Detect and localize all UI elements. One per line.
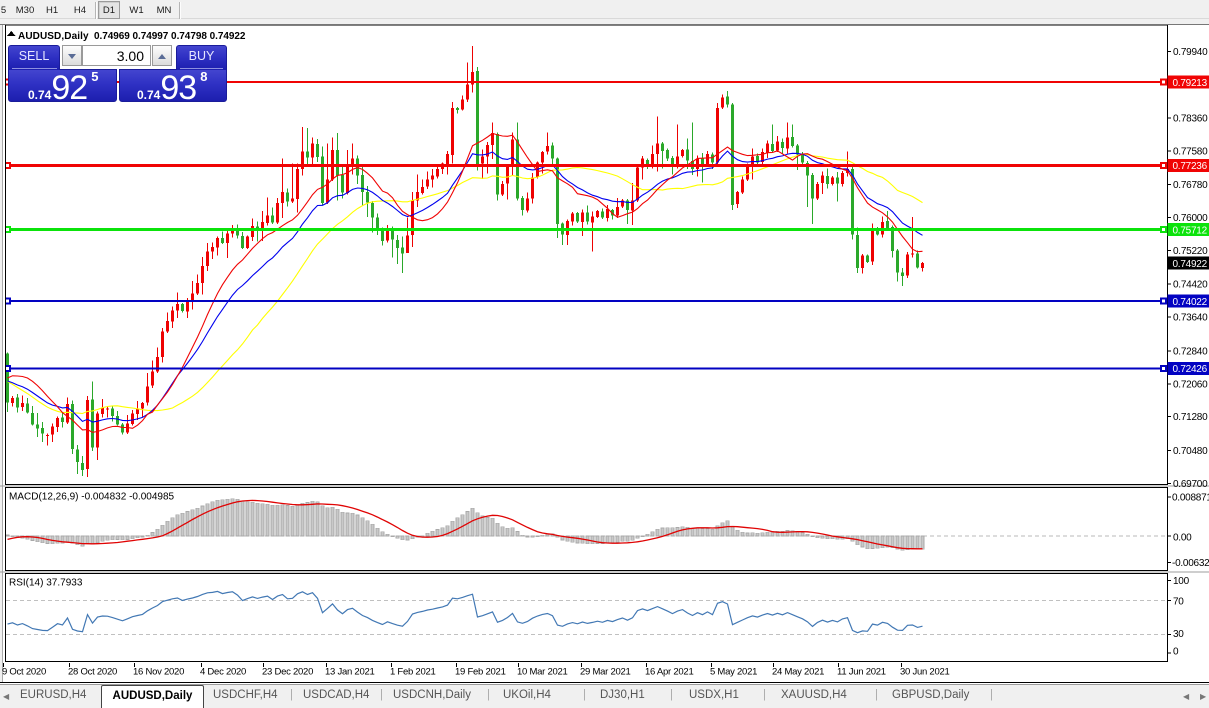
svg-text:23 Dec 2020: 23 Dec 2020: [262, 667, 313, 678]
svg-text:0.008871: 0.008871: [1172, 493, 1209, 504]
svg-text:0.74420: 0.74420: [1173, 280, 1208, 291]
svg-text:13 Jan 2021: 13 Jan 2021: [325, 667, 375, 678]
svg-text:24 May 2021: 24 May 2021: [772, 667, 824, 678]
svg-text:0.79213: 0.79213: [1173, 78, 1208, 89]
svg-text:0.74022: 0.74022: [1173, 297, 1208, 308]
svg-text:0.76000: 0.76000: [1173, 213, 1208, 224]
svg-text:0.75220: 0.75220: [1173, 246, 1208, 257]
svg-text:16 Apr 2021: 16 Apr 2021: [645, 667, 694, 678]
svg-text:70: 70: [1173, 597, 1184, 608]
svg-text:9 Oct 2020: 9 Oct 2020: [2, 667, 46, 678]
svg-text:0.72060: 0.72060: [1173, 379, 1208, 390]
svg-text:5 May 2021: 5 May 2021: [710, 667, 757, 678]
svg-text:0.74922: 0.74922: [1173, 259, 1208, 270]
svg-text:28 Oct 2020: 28 Oct 2020: [68, 667, 117, 678]
svg-text:1 Feb 2021: 1 Feb 2021: [390, 667, 436, 678]
svg-text:0: 0: [1173, 646, 1179, 657]
svg-text:-0.00632: -0.00632: [1172, 558, 1209, 569]
svg-text:MACD(12,26,9) -0.004832 -0.004: MACD(12,26,9) -0.004832 -0.004985: [9, 492, 175, 503]
svg-text:0.77580: 0.77580: [1173, 146, 1208, 157]
svg-text:0.71280: 0.71280: [1173, 412, 1208, 423]
svg-text:11 Jun 2021: 11 Jun 2021: [837, 667, 886, 678]
svg-text:AUDUSD,Daily: AUDUSD,Daily: [18, 31, 89, 42]
svg-text:29 Mar 2021: 29 Mar 2021: [580, 667, 631, 678]
svg-text:0.76780: 0.76780: [1173, 180, 1208, 191]
svg-text:100: 100: [1173, 576, 1190, 587]
svg-text:RSI(14) 37.7933: RSI(14) 37.7933: [9, 578, 83, 589]
svg-text:0.79940: 0.79940: [1173, 47, 1208, 58]
svg-text:0.75712: 0.75712: [1173, 226, 1208, 237]
svg-text:0.70480: 0.70480: [1173, 446, 1208, 457]
svg-text:4 Dec 2020: 4 Dec 2020: [200, 667, 246, 678]
svg-text:30: 30: [1173, 629, 1184, 640]
svg-text:0.72840: 0.72840: [1173, 346, 1208, 357]
svg-text:0.69700: 0.69700: [1173, 479, 1208, 490]
svg-text:0.00: 0.00: [1173, 533, 1192, 544]
svg-text:19 Feb 2021: 19 Feb 2021: [455, 667, 506, 678]
svg-text:30 Jun 2021: 30 Jun 2021: [900, 667, 950, 678]
svg-text:0.77236: 0.77236: [1173, 161, 1208, 172]
svg-text:0.72426: 0.72426: [1173, 364, 1208, 375]
svg-text:16 Nov 2020: 16 Nov 2020: [133, 667, 184, 678]
svg-text:10 Mar 2021: 10 Mar 2021: [517, 667, 568, 678]
svg-text:0.73640: 0.73640: [1173, 313, 1208, 324]
svg-text:0.78360: 0.78360: [1173, 114, 1208, 125]
svg-text:0.74969 0.74997 0.74798 0.7492: 0.74969 0.74997 0.74798 0.74922: [94, 31, 246, 42]
